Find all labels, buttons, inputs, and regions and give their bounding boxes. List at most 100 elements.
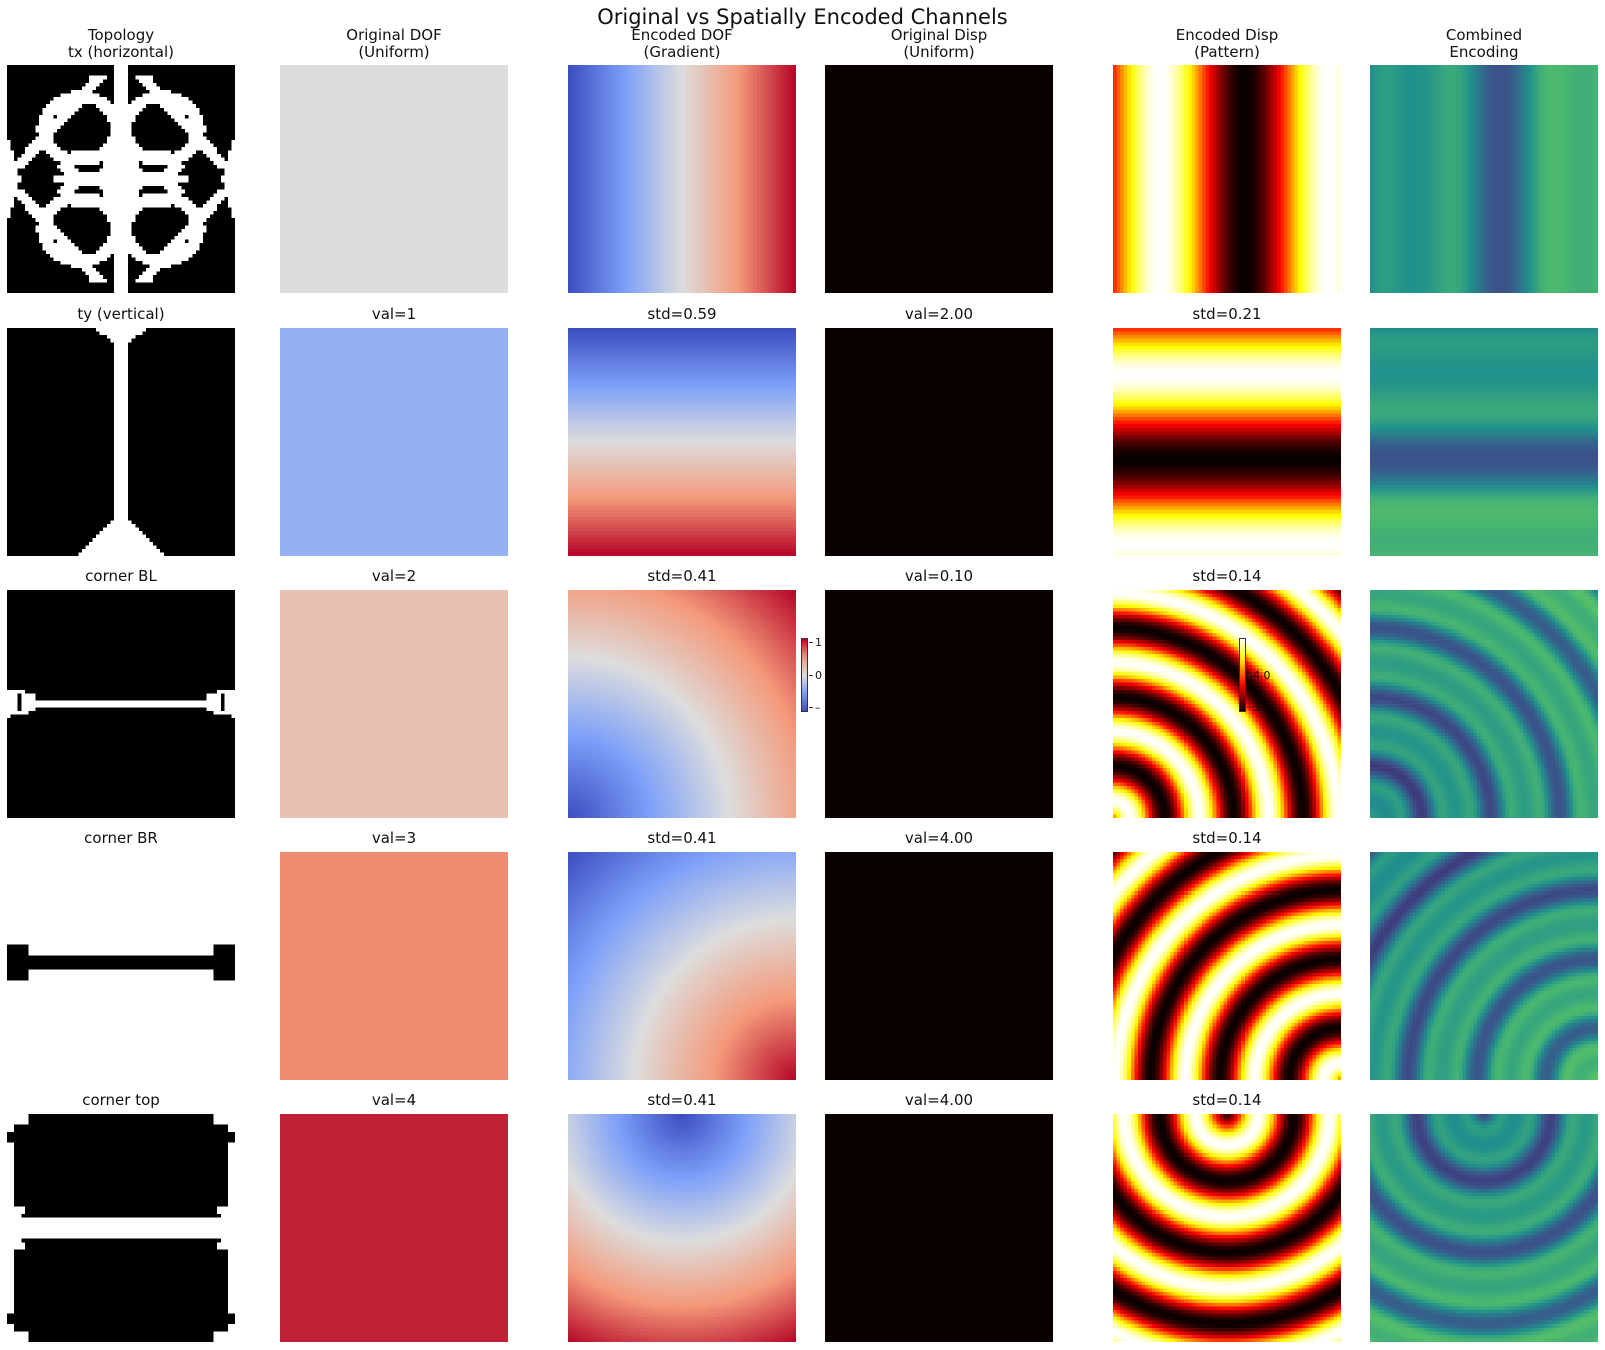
original-dof-map — [280, 590, 508, 818]
heatmap-cell — [825, 1114, 1053, 1342]
row-label-enc-dof: std=0.59 — [647, 305, 717, 323]
combined-encoding-map — [1370, 65, 1598, 293]
heatmap-cell — [7, 328, 235, 556]
encoded-dof-map — [568, 1114, 796, 1342]
colorbar-coolwarm-tick: 1 — [809, 636, 822, 649]
heatmap-cell — [568, 590, 796, 818]
column-title-line: Original Disp — [890, 26, 988, 44]
column-title-enc_dof: Encoded DOF (Gradient) — [562, 27, 802, 61]
encoded-dof-map — [568, 852, 796, 1080]
column-title-line: (Gradient) — [643, 43, 721, 61]
combined-encoding-map — [1370, 1114, 1598, 1342]
row-label-enc-dof: std=0.41 — [647, 567, 717, 585]
encoded-disp-map — [1113, 328, 1341, 556]
row-label-enc-dof: std=0.41 — [647, 829, 717, 847]
encoded-disp-map — [1113, 852, 1341, 1080]
row-label-enc-disp: std=0.14 — [1192, 1091, 1262, 1109]
row-label-orig-dof: val=1 — [371, 305, 417, 323]
colorbar-hot-bar — [1239, 638, 1246, 712]
column-title-line: Encoded Disp — [1175, 26, 1279, 44]
column-title-line: Combined — [1445, 26, 1523, 44]
heatmap-cell — [1113, 852, 1341, 1080]
topology-map — [7, 328, 235, 556]
original-dof-map — [280, 1114, 508, 1342]
heatmap-cell — [280, 590, 508, 818]
column-title-line: (Pattern) — [1194, 43, 1260, 61]
row-label-topology: ty (vertical) — [77, 305, 165, 323]
heatmap-cell — [1370, 328, 1598, 556]
row-label-orig-dof: val=4 — [371, 1091, 417, 1109]
original-dof-map — [280, 852, 508, 1080]
row-label-topology: corner BR — [84, 829, 158, 847]
original-disp-map — [825, 590, 1053, 818]
row-label-orig-disp: val=4.00 — [904, 1091, 974, 1109]
heatmap-cell — [7, 590, 235, 818]
row-label-enc-disp: std=0.21 — [1192, 305, 1262, 323]
heatmap-cell — [1370, 65, 1598, 293]
topology-map — [7, 1114, 235, 1342]
heatmap-cell — [568, 328, 796, 556]
heatmap-cell — [1113, 590, 1341, 818]
figure-title: Original vs Spatially Encoded Channels — [597, 5, 1008, 29]
row-label-enc-dof: std=0.41 — [647, 1091, 717, 1109]
original-disp-map — [825, 1114, 1053, 1342]
row-label-orig-disp: val=2.00 — [904, 305, 974, 323]
heatmap-cell — [825, 852, 1053, 1080]
original-disp-map — [825, 65, 1053, 293]
encoded-dof-map — [568, 328, 796, 556]
original-disp-map — [825, 852, 1053, 1080]
column-title-orig_dof: Original DOF (Uniform) — [274, 27, 514, 61]
colorbar-coolwarm-tick: 0 — [809, 669, 822, 682]
heatmap-cell — [1113, 1114, 1341, 1342]
encoded-disp-map — [1113, 1114, 1341, 1342]
colorbar-hot-tick: 3 — [1247, 701, 1260, 714]
original-dof-map — [280, 65, 508, 293]
topology-map — [7, 590, 235, 818]
encoded-disp-map — [1113, 65, 1341, 293]
column-title-line: Original DOF — [346, 26, 442, 44]
column-title-line: Encoded DOF — [631, 26, 733, 44]
column-title-line: (Uniform) — [903, 43, 975, 61]
combined-encoding-map — [1370, 852, 1598, 1080]
combined-encoding-map — [1370, 328, 1598, 556]
row-label-enc-disp: std=0.14 — [1192, 829, 1262, 847]
encoded-dof-map — [568, 590, 796, 818]
heatmap-cell — [1370, 590, 1598, 818]
row-label-topology: tx (horizontal) — [67, 43, 175, 61]
heatmap-cell — [825, 65, 1053, 293]
heatmap-cell — [7, 1114, 235, 1342]
column-title-topology: Topology tx (horizontal) — [1, 27, 241, 61]
heatmap-cell — [568, 1114, 796, 1342]
heatmap-cell — [1370, 1114, 1598, 1342]
colorbar-coolwarm-tick: – — [809, 701, 821, 714]
column-title-orig_disp: Original Disp (Uniform) — [819, 27, 1059, 61]
row-label-orig-disp: val=4.00 — [904, 829, 974, 847]
heatmap-cell — [1113, 65, 1341, 293]
original-dof-map — [280, 328, 508, 556]
row-label-orig-dof: val=3 — [371, 829, 417, 847]
heatmap-cell — [825, 328, 1053, 556]
combined-encoding-map — [1370, 590, 1598, 818]
heatmap-cell — [7, 65, 235, 293]
row-label-orig-disp: val=0.10 — [904, 567, 974, 585]
heatmap-cell — [7, 852, 235, 1080]
row-label-topology: corner BL — [85, 567, 157, 585]
column-title-line: (Uniform) — [358, 43, 430, 61]
topology-map — [7, 65, 235, 293]
column-title-combined: Combined Encoding — [1364, 27, 1604, 61]
column-title-line: Topology — [87, 26, 155, 44]
heatmap-cell — [568, 65, 796, 293]
row-label-orig-dof: val=2 — [371, 567, 417, 585]
encoded-disp-map — [1113, 590, 1341, 818]
column-title-enc_disp: Encoded Disp (Pattern) — [1107, 27, 1347, 61]
heatmap-cell — [280, 852, 508, 1080]
row-label-topology: corner top — [82, 1091, 160, 1109]
column-title-line: Encoding — [1449, 43, 1519, 61]
heatmap-cell — [280, 1114, 508, 1342]
encoded-dof-map — [568, 65, 796, 293]
colorbar-hot-tick: 4.0 — [1247, 669, 1271, 682]
heatmap-cell — [280, 65, 508, 293]
heatmap-cell — [1370, 852, 1598, 1080]
original-disp-map — [825, 328, 1053, 556]
heatmap-cell — [280, 328, 508, 556]
